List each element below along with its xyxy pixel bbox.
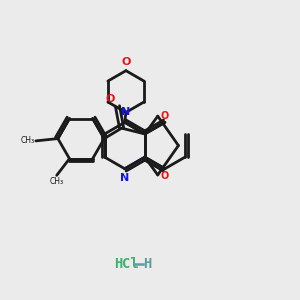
Text: CH₃: CH₃ — [50, 177, 64, 186]
Text: N: N — [120, 172, 129, 183]
Text: O: O — [121, 57, 130, 67]
Text: O: O — [105, 94, 115, 104]
Text: O: O — [161, 110, 169, 121]
Text: H: H — [143, 256, 151, 271]
Text: Cl: Cl — [122, 257, 139, 272]
Text: O: O — [161, 170, 169, 181]
Text: N: N — [121, 107, 130, 117]
Text: H: H — [115, 256, 123, 271]
Text: CH₃: CH₃ — [20, 136, 34, 146]
